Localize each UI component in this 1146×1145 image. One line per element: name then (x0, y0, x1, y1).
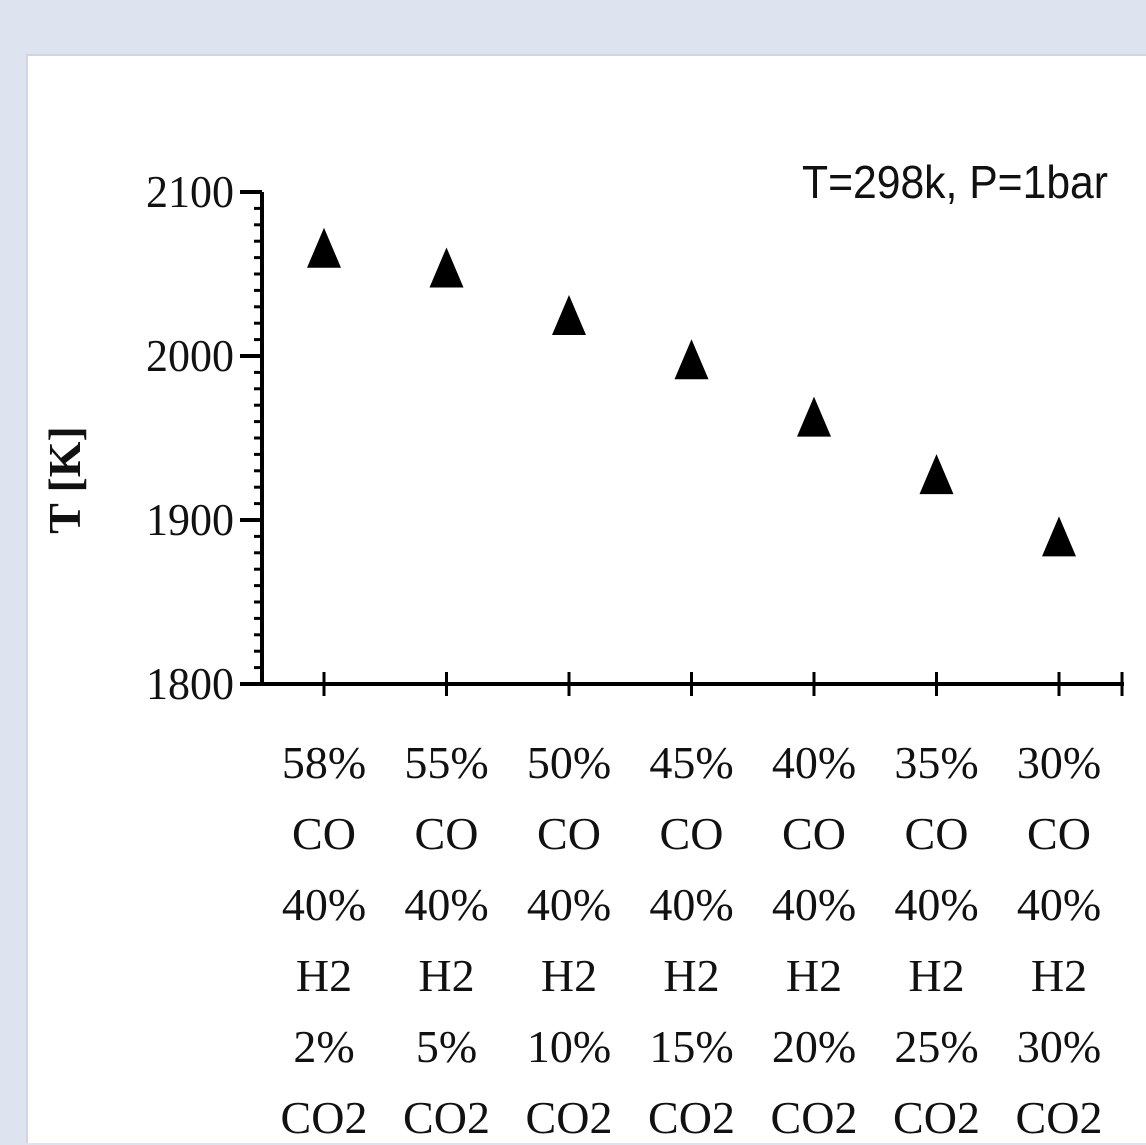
x-tick-label: 40% (649, 879, 733, 930)
y-tick-label: 1800 (146, 658, 234, 709)
x-tick-label: H2 (663, 950, 719, 1001)
x-tick-label: H2 (786, 950, 842, 1001)
x-tick-label: CO (905, 808, 969, 859)
x-tick-label: CO (537, 808, 601, 859)
temperature-chart: 1800 1900 2000 2100 58% CO 40% H2 2% CO2 55% CO 40%… (39, 156, 1124, 1143)
x-tick-label: 40% (404, 879, 488, 930)
x-tick-label: H2 (418, 950, 474, 1001)
x-tick-label: H2 (908, 950, 964, 1001)
data-point-triangle (307, 227, 341, 268)
x-tick-label: CO2 (893, 1092, 980, 1143)
x-tick-label: CO2 (403, 1092, 490, 1143)
x-tick-label: H2 (296, 950, 352, 1001)
x-tick-label: 40% (527, 879, 611, 930)
x-tick-label: 30% (1017, 737, 1101, 788)
x-tick-label: CO2 (648, 1092, 735, 1143)
data-point-triangle (674, 339, 709, 380)
x-tick-label: 25% (894, 1021, 978, 1072)
y-axis-label: T [K] (39, 426, 90, 534)
y-axis: 1800 1900 2000 2100 (146, 166, 264, 709)
x-tick-label: H2 (541, 950, 597, 1001)
y-tick-label: 2000 (146, 330, 234, 381)
x-tick-label: 30% (1017, 1021, 1101, 1072)
data-points (307, 227, 1076, 557)
x-tick-label: 50% (527, 737, 611, 788)
x-tick-label: CO (660, 808, 724, 859)
x-tick-label: 2% (293, 1021, 354, 1072)
x-tick-label: 58% (282, 737, 366, 788)
x-tick-label: 55% (404, 737, 488, 788)
x-tick-label: 20% (772, 1021, 856, 1072)
data-point-triangle (919, 454, 954, 495)
x-tick-label: 40% (1017, 879, 1101, 930)
x-tick-label: CO (292, 808, 356, 859)
data-point-triangle (1042, 516, 1076, 557)
y-tick-label: 1900 (146, 494, 234, 545)
x-tick-label: CO2 (1016, 1092, 1103, 1143)
data-point-triangle (429, 247, 464, 288)
x-tick-label: H2 (1031, 950, 1087, 1001)
x-tick-label: 40% (282, 879, 366, 930)
x-tick-label: 40% (894, 879, 978, 930)
x-tick-label: 45% (649, 737, 733, 788)
x-tick-label: 40% (772, 737, 856, 788)
x-tick-label: 10% (527, 1021, 611, 1072)
x-tick-label: CO2 (281, 1092, 368, 1143)
x-tick-label: CO2 (526, 1092, 613, 1143)
chart-annotation: T=298k, P=1bar (802, 156, 1108, 208)
x-tick-label: 5% (416, 1021, 477, 1072)
x-axis: 58% CO 40% H2 2% CO2 55% CO 40% H2 5% CO2 50% CO 40% H2… (262, 672, 1124, 1143)
chart-panel: 1800 1900 2000 2100 58% CO 40% H2 2% CO2 55% CO 40%… (26, 54, 1146, 1143)
y-tick-label: 2100 (146, 166, 234, 217)
x-tick-label: 40% (772, 879, 856, 930)
x-tick-label: CO (415, 808, 479, 859)
x-tick-label: CO2 (771, 1092, 858, 1143)
x-tick-label: CO (782, 808, 846, 859)
x-tick-label: 35% (894, 737, 978, 788)
x-tick-label: 15% (649, 1021, 733, 1072)
x-tick-label: CO (1027, 808, 1091, 859)
data-point-triangle (797, 396, 831, 437)
data-point-triangle (552, 295, 586, 335)
